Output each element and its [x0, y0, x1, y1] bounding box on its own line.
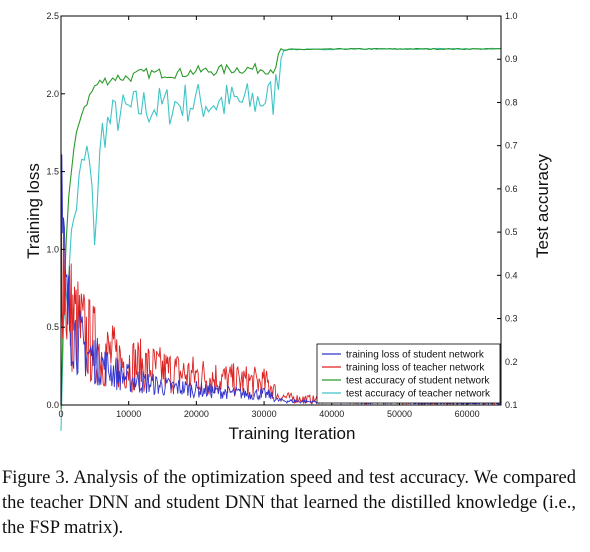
series-line-3: [60, 47, 501, 410]
y-right-tick-label: 0.3: [505, 314, 518, 324]
x-tick-label: 0: [58, 409, 63, 419]
legend-label: training loss of teacher network: [346, 363, 485, 374]
y-axis-left-title: Training loss: [24, 163, 43, 259]
plot-frame: [60, 15, 502, 406]
y-axis-right-title: Test accuracy: [533, 154, 552, 258]
y-left-tick-label: 1.5: [46, 167, 59, 177]
x-tick-label: 40000: [319, 409, 344, 419]
dual-axis-line-chart: 0 10000 20000 30000 40000 50000 60000 0.0 0.5 1.0…: [24, 11, 552, 443]
x-tick-label: 60000: [455, 409, 480, 419]
legend: training loss of student network training…: [316, 343, 501, 404]
y-right-tick-label: 1.0: [505, 11, 518, 21]
y-right-tick-label: 0.8: [505, 97, 518, 107]
y-right-tick-label: 0.7: [505, 141, 518, 151]
y-right-tick-label: 0.4: [505, 270, 518, 280]
y-left-tick-label: 1.0: [46, 244, 59, 254]
ticks-layer: 0 10000 20000 30000 40000 50000 60000 0.0 0.5 1.0…: [46, 11, 517, 419]
x-tick-label: 10000: [116, 409, 141, 419]
legend-label: test accuracy of student network: [346, 376, 490, 387]
x-tick-label: 50000: [387, 409, 412, 419]
legend-box: [316, 343, 501, 404]
x-tick-label: 30000: [252, 409, 277, 419]
x-axis-title: Training Iteration: [229, 424, 356, 443]
y-left-tick-label: 0.5: [46, 322, 59, 332]
y-right-tick-label: 0.5: [505, 227, 518, 237]
figure-caption: Figure 3. Analysis of the optimization s…: [2, 468, 576, 538]
y-right-tick-label: 0.2: [505, 357, 518, 367]
legend-label: test accuracy of teacher network: [346, 389, 491, 400]
y-right-tick-label: 0.1: [505, 400, 518, 410]
y-right-tick-label: 0.9: [505, 54, 518, 64]
legend-label: training loss of student network: [346, 350, 485, 361]
y-left-tick-label: 2.5: [46, 11, 59, 21]
y-left-tick-label: 0.0: [46, 400, 59, 410]
y-left-tick-label: 2.0: [46, 89, 59, 99]
y-right-tick-label: 0.6: [505, 184, 518, 194]
x-tick-label: 20000: [184, 409, 209, 419]
